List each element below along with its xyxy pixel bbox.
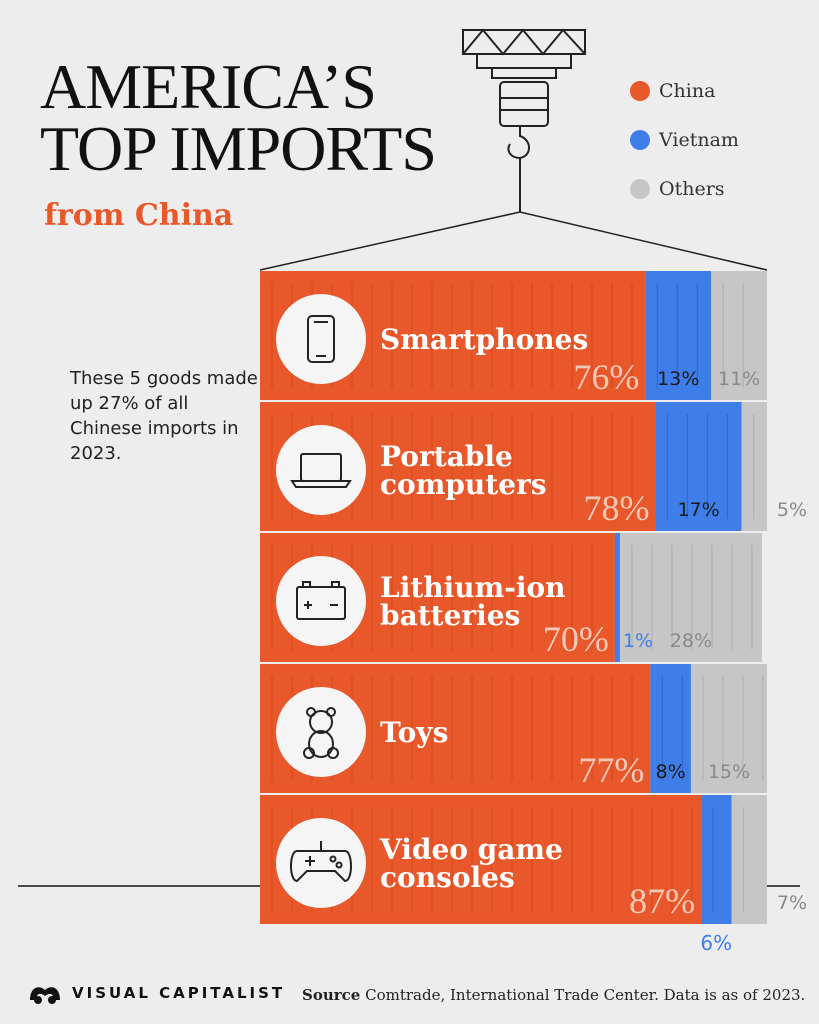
category-label-3-line-2: batteries [380, 599, 520, 632]
value-label-vietnam-4: 8% [656, 761, 686, 783]
source-note: Source Comtrade, International Trade Cen… [302, 986, 805, 1004]
title-line-1: AMERICA’S [40, 51, 377, 122]
legend-swatch-vietnam [630, 129, 650, 150]
value-label-vietnam-2: 17% [677, 499, 719, 521]
brand-name: VISUAL CAPITALIST [72, 984, 286, 1002]
value-label-china-4: 77% [578, 750, 644, 790]
smartphone-icon-badge [276, 294, 366, 384]
legend-swatch-china [630, 80, 650, 101]
bar-vietnam-1 [645, 271, 712, 400]
legend-item-vietnam: Vietnam [630, 115, 739, 164]
gamepad-icon-badge [276, 818, 366, 908]
bar-others-5 [731, 795, 767, 924]
legend-item-china: China [630, 66, 739, 115]
category-label-4-line-1: Toys [380, 716, 448, 749]
chart-subtitle: from China [44, 198, 234, 233]
legend-swatch-others [630, 178, 650, 199]
category-label-5-line-2: consoles [380, 861, 515, 894]
laptop-icon-badge [276, 425, 366, 515]
bar-others-4 [690, 664, 767, 793]
value-label-china-2: 78% [583, 488, 649, 528]
laptop-icon [290, 453, 352, 488]
category-label-2-line-1: Portable [380, 440, 513, 473]
visual-capitalist-logo-icon [30, 987, 60, 1004]
source-text: Comtrade, International Trade Center. Da… [365, 986, 806, 1004]
battery-icon [296, 581, 346, 620]
bar-vietnam-5 [701, 795, 732, 924]
value-label-vietnam-3: 1% [623, 630, 653, 652]
category-label-5-line-1: Video game [379, 833, 563, 866]
footer-logo: VISUAL CAPITALIST [28, 980, 285, 1006]
bar-others-3 [619, 533, 762, 662]
battery-icon-badge [276, 556, 366, 646]
title-line-2: TOP IMPORTS [40, 113, 437, 184]
bar-vietnam-3 [614, 533, 620, 662]
legend-label-vietnam: Vietnam [659, 128, 739, 151]
source-label: Source [302, 986, 361, 1004]
value-label-others-2: 5% [777, 499, 807, 521]
value-label-others-5: 7% [777, 892, 807, 914]
crane-icon [259, 28, 768, 271]
gamepad-icon [290, 841, 352, 883]
category-label-3-line-1: Lithium-ion [380, 571, 566, 604]
summary-note: These 5 goods made up 27% of all Chinese… [70, 368, 258, 464]
value-label-vietnam-1: 13% [657, 368, 699, 390]
value-label-others-4: 15% [708, 761, 750, 783]
chart-title: AMERICA’S TOP IMPORTS [40, 55, 437, 181]
bar-vietnam-4 [650, 664, 691, 793]
value-label-china-5: 87% [629, 881, 695, 921]
legend-item-others: Others [630, 164, 739, 213]
bar-others-1 [711, 271, 767, 400]
value-label-others-1: 11% [718, 368, 760, 390]
value-label-vietnam-5: 6% [700, 931, 732, 955]
bar-others-2 [741, 402, 767, 531]
value-label-others-3: 28% [670, 630, 712, 652]
category-label-2-line-2: computers [380, 468, 547, 501]
value-label-china-1: 76% [573, 357, 639, 397]
legend-label-china: China [659, 79, 716, 102]
legend: China Vietnam Others [630, 66, 739, 213]
category-label-1-line-1: Smartphones [380, 323, 588, 356]
smartphone-icon [307, 315, 335, 363]
value-label-china-3: 70% [543, 619, 609, 659]
teddy-bear-icon [303, 707, 339, 759]
legend-label-others: Others [659, 177, 725, 200]
